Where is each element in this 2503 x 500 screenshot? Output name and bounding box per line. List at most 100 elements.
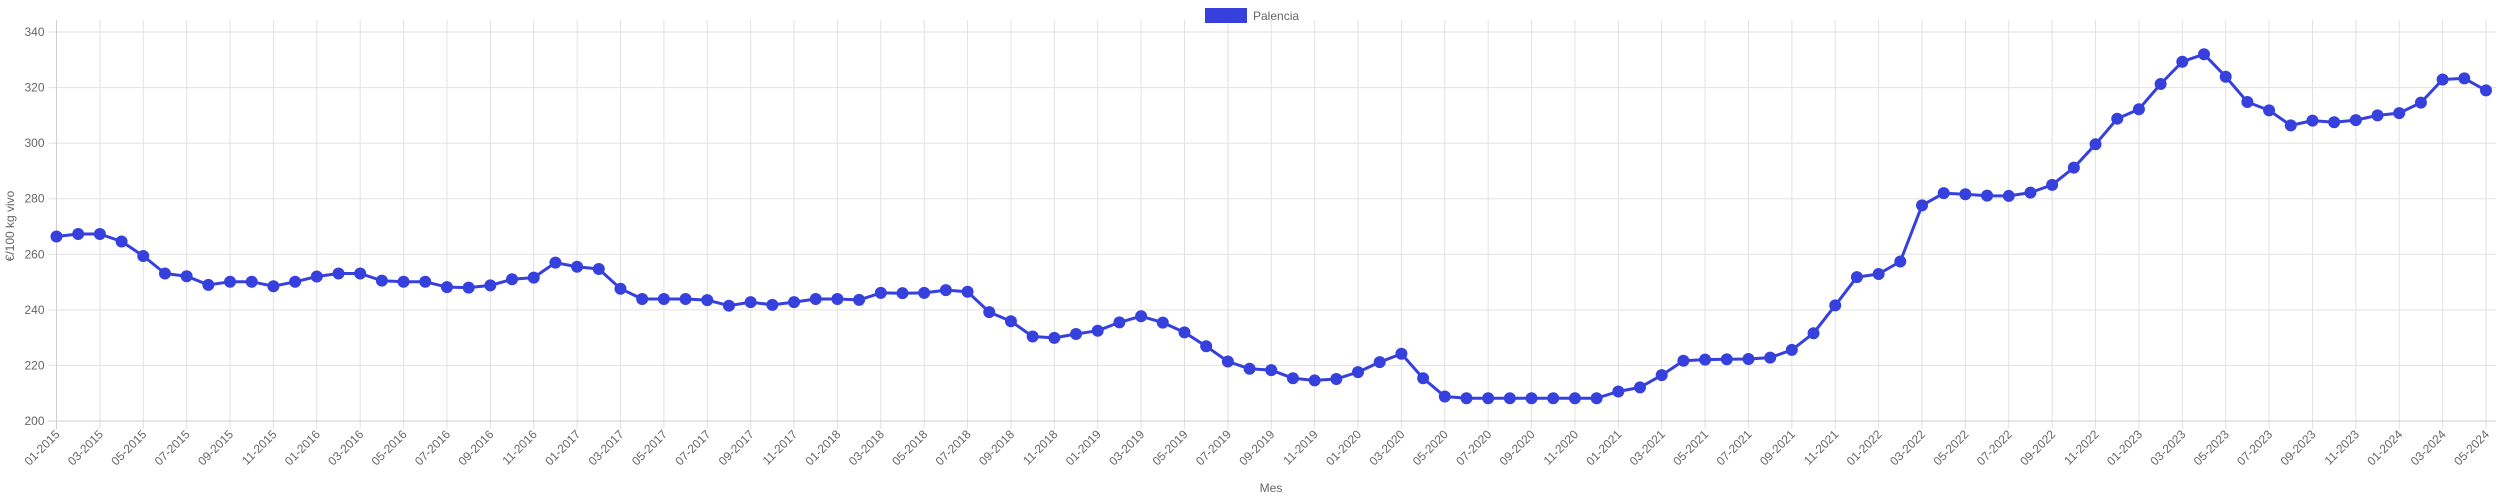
x-tick-label: 11-2018 <box>1020 427 1061 468</box>
data-point <box>2176 55 2189 68</box>
x-tick-label: 01-2022 <box>1844 427 1885 468</box>
x-tick-label: 03-2020 <box>1366 427 1407 468</box>
data-point <box>983 306 996 319</box>
data-point <box>1286 372 1299 385</box>
x-tick-label: 03-2017 <box>586 427 627 468</box>
x-tick-label: 07-2022 <box>1974 427 2015 468</box>
x-axis-title: Mes <box>1260 481 1283 495</box>
x-tick-label: 11-2023 <box>2322 427 2363 468</box>
data-point <box>1482 392 1495 405</box>
data-point <box>1156 316 1169 329</box>
data-point <box>788 296 801 309</box>
data-point <box>896 287 909 300</box>
y-tick-label: 240 <box>24 303 44 317</box>
data-point <box>766 298 779 311</box>
data-point <box>2371 109 2384 122</box>
data-point <box>202 278 215 291</box>
data-point <box>462 281 475 294</box>
data-point <box>1352 366 1365 379</box>
x-tick-label: 03-2024 <box>2408 427 2449 468</box>
x-tick-label: 11-2019 <box>1280 427 1321 468</box>
data-point <box>332 267 345 280</box>
data-point <box>1568 392 1581 405</box>
data-point <box>1981 189 1994 202</box>
data-point <box>2002 189 2015 202</box>
data-point <box>831 293 844 306</box>
data-point <box>722 299 735 312</box>
data-point <box>50 230 63 243</box>
data-point <box>874 286 887 299</box>
data-point <box>1373 356 1386 369</box>
x-tick-label: 07-2020 <box>1453 427 1494 468</box>
data-point <box>1525 392 1538 405</box>
data-point <box>549 256 562 269</box>
data-point <box>289 275 302 288</box>
x-tick-label: 03-2019 <box>1106 427 1147 468</box>
x-tick-label: 07-2019 <box>1193 427 1234 468</box>
data-point <box>93 228 106 241</box>
data-point <box>484 279 497 292</box>
data-point <box>592 263 605 276</box>
data-point <box>1113 316 1126 329</box>
data-point <box>1547 392 1560 405</box>
x-tick-label: 05-2024 <box>2451 427 2492 468</box>
data-point <box>2349 114 2362 127</box>
data-point <box>397 275 410 288</box>
data-point <box>1048 331 1061 344</box>
data-point <box>2436 73 2449 86</box>
data-point <box>571 260 584 273</box>
x-tick-label: 05-2017 <box>629 427 670 468</box>
data-point <box>1872 268 1885 281</box>
data-point <box>310 270 323 283</box>
data-point <box>375 274 388 287</box>
data-point <box>1850 271 1863 284</box>
legend-swatch-palencia[interactable] <box>1205 8 1247 23</box>
data-point <box>1417 372 1430 385</box>
data-point <box>158 267 171 280</box>
data-point <box>2089 138 2102 151</box>
x-tick-label: 05-2022 <box>1930 427 1971 468</box>
data-point <box>1330 373 1343 386</box>
x-tick-label: 05-2016 <box>369 427 410 468</box>
x-tick-label: 03-2021 <box>1627 427 1668 468</box>
data-point <box>1894 255 1907 268</box>
x-tick-label: 01-2016 <box>282 427 323 468</box>
data-point <box>2111 112 2124 125</box>
data-point <box>701 294 714 307</box>
legend[interactable]: Palencia <box>1205 8 1299 23</box>
data-point <box>939 284 952 297</box>
data-point <box>1742 353 1755 366</box>
y-tick-label: 320 <box>24 81 44 95</box>
x-tick-label: 11-2017 <box>760 427 801 468</box>
data-point <box>1221 355 1234 368</box>
x-tick-label: 01-2023 <box>2104 427 2145 468</box>
data-point <box>809 293 822 306</box>
data-point <box>2132 103 2145 116</box>
data-point <box>72 228 85 241</box>
x-tick-label: 05-2015 <box>108 427 149 468</box>
y-tick-label: 300 <box>24 136 44 150</box>
data-point <box>180 270 193 283</box>
data-point <box>1503 392 1516 405</box>
data-point <box>267 280 280 293</box>
data-point <box>1135 310 1148 323</box>
data-point <box>419 275 432 288</box>
data-point <box>2458 72 2471 85</box>
x-tick-label: 09-2019 <box>1236 427 1277 468</box>
data-point <box>1395 347 1408 360</box>
x-tick-label: 07-2017 <box>672 427 713 468</box>
data-point <box>853 293 866 306</box>
data-point <box>2024 186 2037 199</box>
data-point <box>2067 161 2080 174</box>
data-point <box>1677 354 1690 367</box>
data-point <box>1026 330 1039 343</box>
data-point <box>2414 96 2427 109</box>
x-tick-label: 05-2021 <box>1670 427 1711 468</box>
data-point <box>137 249 150 262</box>
x-tick-label: 07-2016 <box>412 427 453 468</box>
data-point <box>744 296 757 309</box>
x-tick-label: 03-2018 <box>846 427 887 468</box>
legend-label-palencia[interactable]: Palencia <box>1253 9 1299 23</box>
x-tick-label: 09-2022 <box>2017 427 2058 468</box>
